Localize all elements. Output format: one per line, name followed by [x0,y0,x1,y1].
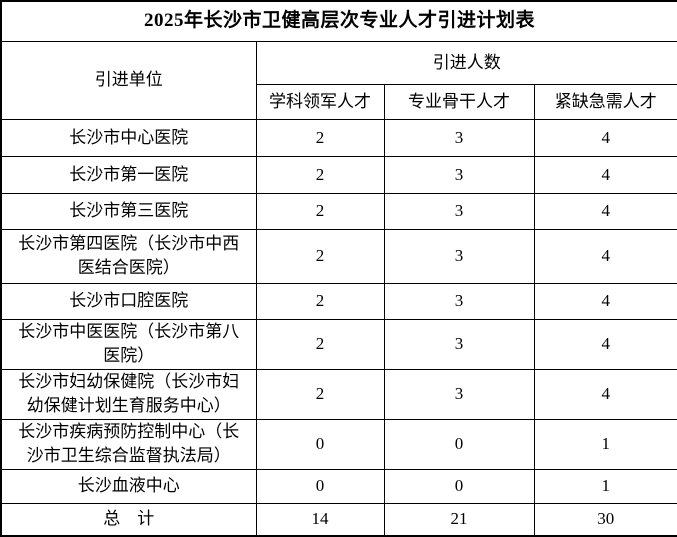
value-cell: 0 [383,468,535,504]
total-label: 总 计 [0,502,257,537]
value-cell: 1 [533,468,677,504]
unit-cell: 长沙血液中心 [0,468,257,504]
table-title: 2025年长沙市卫健高层次专业人才引进计划表 [0,0,677,42]
header-col-urgent-talent: 紧缺急需人才 [533,83,677,120]
table-row: 长沙市第一医院 2 3 4 [0,155,677,194]
table-row: 长沙市口腔医院 2 3 4 [0,282,677,320]
value-cell: 4 [533,155,677,194]
unit-cell: 长沙市第一医院 [0,155,257,194]
value-cell: 4 [533,118,677,157]
table-footer: 总 计 14 21 30 [0,502,677,537]
value-cell: 3 [383,368,535,420]
header-row-group: 引进单位 引进人数 [0,40,677,120]
table-row: 长沙市中医医院（长沙市第八医院） 2 3 4 [0,318,677,370]
table-row: 长沙市中心医院 2 3 4 [0,118,677,157]
value-cell: 0 [255,418,385,470]
table-row: 长沙市妇幼保健院（长沙市妇幼保健计划生育服务中心） 2 3 4 [0,368,677,420]
value-cell: 2 [255,118,385,157]
unit-cell: 长沙市口腔医院 [0,282,257,320]
value-cell: 3 [383,318,535,370]
unit-cell: 长沙市中医医院（长沙市第八医院） [0,318,257,370]
header-col-leading-talent: 学科领军人才 [255,83,385,120]
table-header: 2025年长沙市卫健高层次专业人才引进计划表 引进单位 引进人数 学科领军人才 … [0,0,677,120]
unit-cell: 长沙市第三医院 [0,192,257,230]
value-cell: 4 [533,282,677,320]
value-cell: 3 [383,192,535,230]
total-row: 总 计 14 21 30 [0,502,677,537]
value-cell: 4 [533,192,677,230]
unit-cell: 长沙市第四医院（长沙市中西医结合医院） [0,228,257,284]
unit-cell: 长沙市中心医院 [0,118,257,157]
value-cell: 3 [383,282,535,320]
value-cell: 1 [533,418,677,470]
total-value-cell: 21 [383,502,535,537]
header-count-group: 引进人数 [255,40,677,85]
total-value-cell: 30 [533,502,677,537]
header-col-backbone-talent: 专业骨干人才 [383,83,535,120]
unit-cell: 长沙市疾病预防控制中心（长沙市卫生综合监督执法局） [0,418,257,470]
value-cell: 2 [255,282,385,320]
value-cell: 2 [255,318,385,370]
value-cell: 0 [255,468,385,504]
value-cell: 4 [533,368,677,420]
header-unit: 引进单位 [0,40,257,120]
value-cell: 3 [383,228,535,284]
title-row: 2025年长沙市卫健高层次专业人才引进计划表 [0,0,677,42]
table-row: 长沙市第四医院（长沙市中西医结合医院） 2 3 4 [0,228,677,284]
value-cell: 2 [255,228,385,284]
table-body: 长沙市中心医院 2 3 4 长沙市第一医院 2 3 4 长沙市第三医院 2 3 … [0,118,677,504]
value-cell: 3 [383,155,535,194]
value-cell: 2 [255,155,385,194]
table-row: 长沙市疾病预防控制中心（长沙市卫生综合监督执法局） 0 0 1 [0,418,677,470]
table-row: 长沙血液中心 0 0 1 [0,468,677,504]
value-cell: 4 [533,318,677,370]
value-cell: 0 [383,418,535,470]
value-cell: 4 [533,228,677,284]
table-row: 长沙市第三医院 2 3 4 [0,192,677,230]
value-cell: 2 [255,368,385,420]
value-cell: 3 [383,118,535,157]
unit-cell: 长沙市妇幼保健院（长沙市妇幼保健计划生育服务中心） [0,368,257,420]
total-value-cell: 14 [255,502,385,537]
value-cell: 2 [255,192,385,230]
